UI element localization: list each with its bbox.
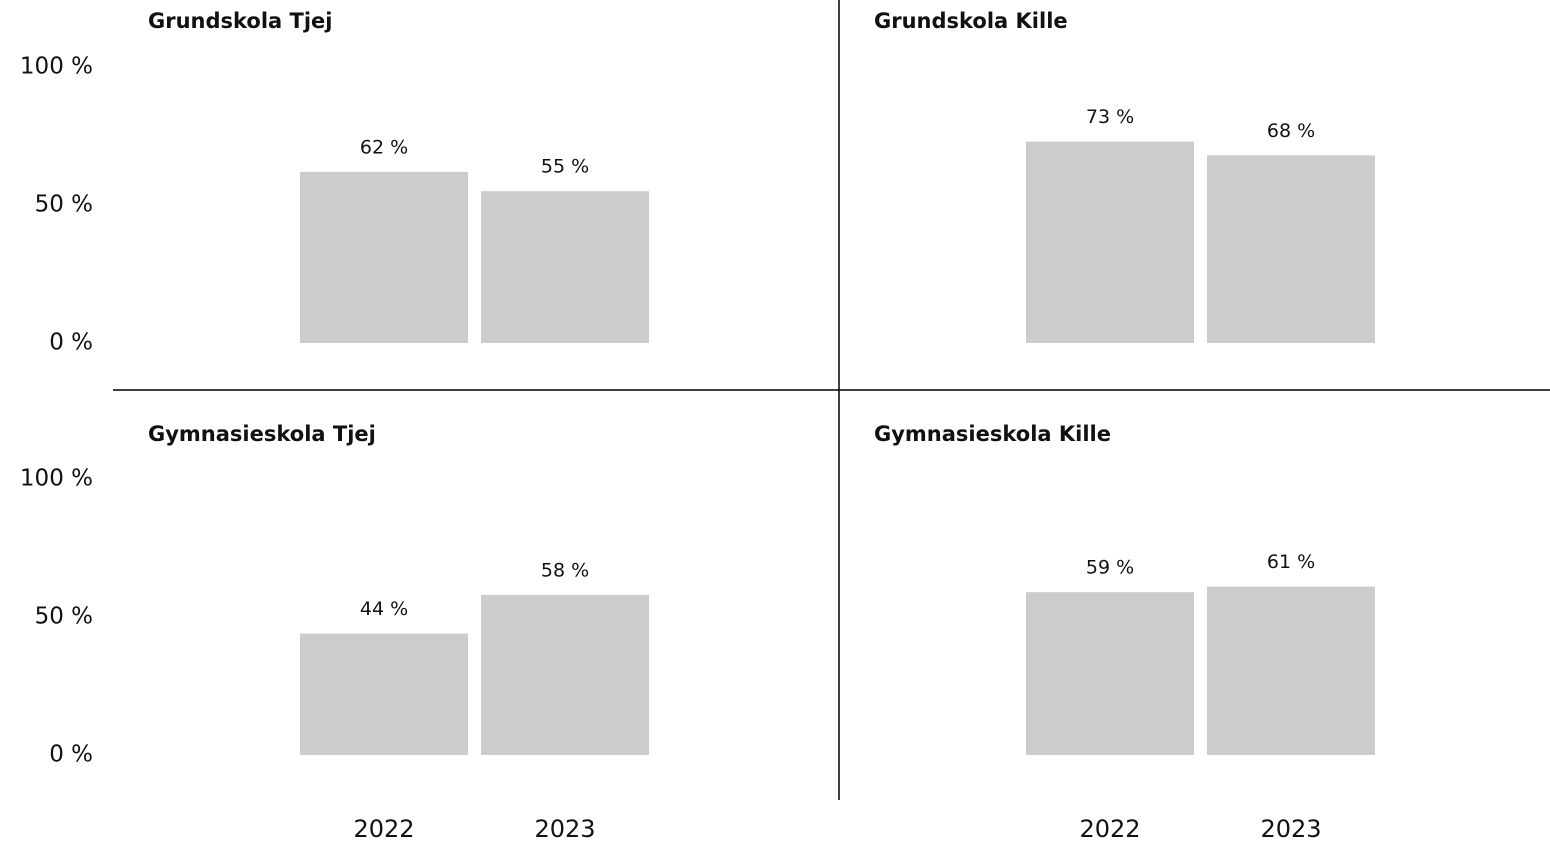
- value-label: 61 %: [1267, 551, 1315, 573]
- bar: [300, 171, 468, 343]
- x-tick-label: 2022: [1079, 815, 1140, 843]
- y-tick-label: 50 %: [35, 604, 93, 630]
- bar: [300, 633, 468, 755]
- value-label: 44 %: [360, 598, 408, 620]
- value-label: 58 %: [541, 559, 589, 581]
- y-tick-label: 0 %: [49, 742, 93, 768]
- panel-title: Grundskola Kille: [874, 9, 1068, 33]
- panel-title: Gymnasieskola Tjej: [148, 422, 376, 446]
- y-tick-label: 0 %: [49, 330, 93, 356]
- x-tick-label: 2023: [534, 815, 595, 843]
- y-tick-label: 100 %: [20, 54, 93, 80]
- value-label: 59 %: [1086, 557, 1134, 579]
- bar: [481, 191, 649, 343]
- value-label: 55 %: [541, 156, 589, 178]
- y-tick-label: 100 %: [20, 466, 93, 492]
- bar: [1207, 155, 1375, 343]
- bar: [481, 594, 649, 755]
- x-tick-label: 2023: [1260, 815, 1321, 843]
- bar: [1026, 141, 1194, 343]
- panel-title: Grundskola Tjej: [148, 9, 333, 33]
- bar: [1207, 586, 1375, 755]
- value-label: 73 %: [1086, 106, 1134, 128]
- value-label: 62 %: [360, 136, 408, 158]
- panel-title: Gymnasieskola Kille: [874, 422, 1111, 446]
- y-tick-label: 50 %: [35, 192, 93, 218]
- bar: [1026, 592, 1194, 755]
- value-label: 68 %: [1267, 120, 1315, 142]
- x-tick-label: 2022: [353, 815, 414, 843]
